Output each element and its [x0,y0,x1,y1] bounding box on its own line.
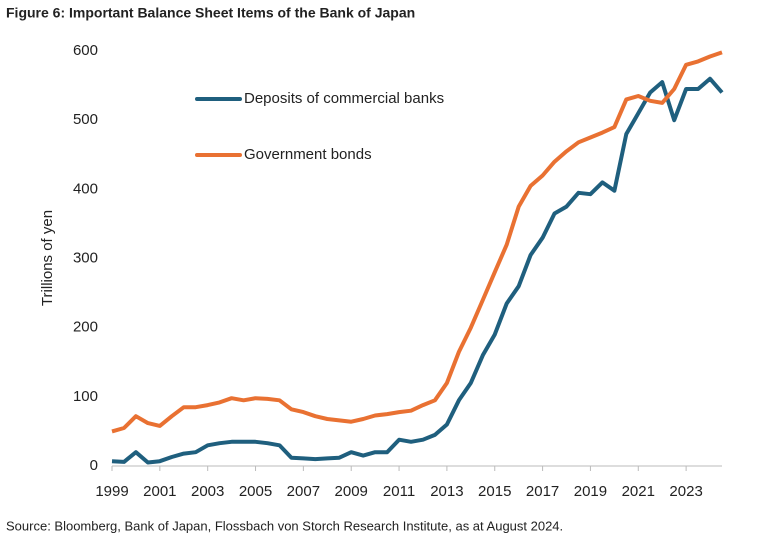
x-tick-label: 2001 [143,483,176,500]
x-tick-label: 2003 [191,483,224,500]
y-tick-label: 100 [73,388,98,405]
legend-label: Deposits of commercial banks [244,90,444,107]
y-axis-label: Trillions of yen [39,210,56,306]
x-tick-label: 2013 [430,483,463,500]
x-tick-label: 2009 [335,483,368,500]
data-line [111,76,724,465]
x-tick-label: 2011 [383,483,415,500]
y-tick-label: 400 [73,180,98,197]
source-note: Source: Bloomberg, Bank of Japan, Flossb… [6,518,563,533]
x-tick-label: 2015 [478,483,511,500]
y-tick-label: 0 [90,457,98,474]
x-tick-label: 2005 [239,483,272,500]
x-tick-label: 2023 [669,483,702,500]
chart-title: Figure 6: Important Balance Sheet Items … [6,5,415,21]
y-tick-label: 300 [73,249,98,266]
legend-label: Government bonds [244,146,372,163]
x-tick-label: 2017 [526,483,559,500]
x-tick-label: 1999 [95,483,128,500]
x-tick-label: 2019 [574,483,607,500]
y-tick-label: 200 [73,319,98,336]
y-tick-label: 600 [73,42,98,59]
x-tick-label: 2021 [622,483,655,500]
y-tick-label: 500 [73,111,98,128]
data-line [111,50,723,434]
x-tick-label: 2007 [287,483,320,500]
